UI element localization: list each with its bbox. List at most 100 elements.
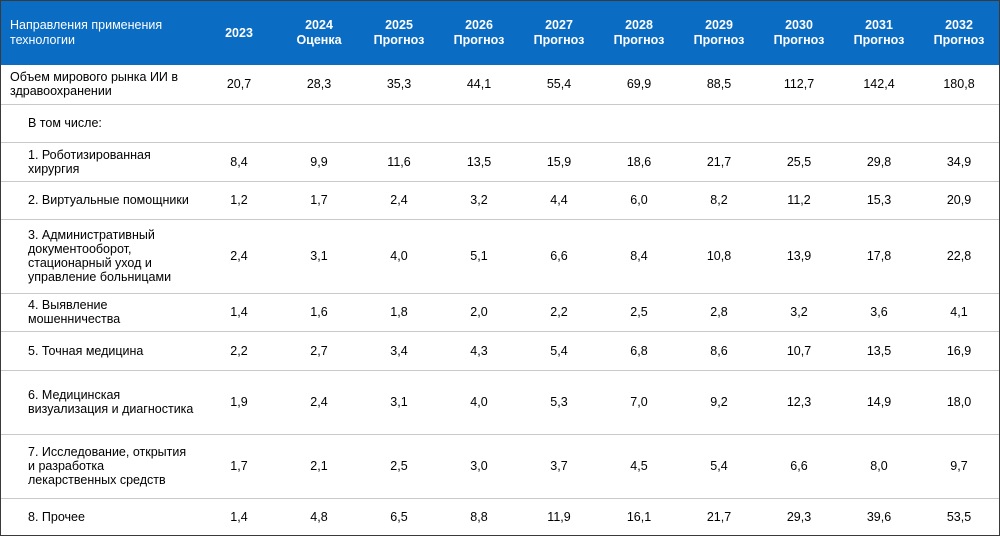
cell-value: 2,1	[279, 434, 359, 499]
cell-value: 4,5	[599, 434, 679, 499]
cell-value: 12,3	[759, 370, 839, 435]
table-row: 1. Роботизированная хирургия 8,4 9,9 11,…	[1, 142, 999, 182]
cell-value: 3,6	[839, 293, 919, 332]
cell-value: 4,4	[519, 181, 599, 220]
cell-value: 1,7	[279, 181, 359, 220]
cell-value: 13,5	[439, 142, 519, 182]
cell-value: 10,8	[679, 219, 759, 294]
cell-value: 6,5	[390, 510, 408, 525]
cell-value: 8,4	[199, 142, 279, 182]
cell-value: 5,4	[679, 434, 759, 499]
cell-value: 6,6	[519, 219, 599, 294]
table-row: 3. Административный документооборот, ста…	[1, 219, 999, 294]
cell-value: 16,9	[919, 331, 999, 371]
row-label: 4. Выявление мошенничества	[1, 293, 199, 332]
cell-value: 13,5	[839, 331, 919, 371]
cell-value	[679, 104, 759, 143]
cell-value: 2,4	[359, 181, 439, 220]
cell-value: 2,4	[279, 370, 359, 435]
cell-value	[919, 104, 999, 143]
header-year-2024: 2024 Оценка	[279, 1, 359, 65]
table-row: 7. Исследование, открытия и разработка л…	[1, 434, 999, 499]
cell-value: 1,2	[199, 181, 279, 220]
header-year-2027: 2027 Прогноз	[519, 1, 599, 65]
cell-value: 4,0	[439, 370, 519, 435]
cell-value	[279, 104, 359, 143]
cell-value: 8,2	[679, 181, 759, 220]
cell-value: 29,3	[786, 510, 812, 525]
row-label: 6. Медицинская визуализация и диагностик…	[1, 370, 199, 435]
cell-value: 6,8	[599, 331, 679, 371]
cell-value: 15,9	[519, 142, 599, 182]
cell-value: 21,7	[679, 142, 759, 182]
header-year-2026: 2026 Прогноз	[439, 1, 519, 65]
cell-value: 2,5	[599, 293, 679, 332]
header-year-2023: 2023	[199, 1, 279, 65]
cell-value: 2,5	[359, 434, 439, 499]
table-row: 6. Медицинская визуализация и диагностик…	[1, 370, 999, 435]
cell-value	[839, 104, 919, 143]
cell-value: 10,7	[759, 331, 839, 371]
cell-value: 3,1	[359, 370, 439, 435]
cell-value: 14,9	[839, 370, 919, 435]
cell-value: 1,6	[279, 293, 359, 332]
cell-value: 3,1	[279, 219, 359, 294]
cell-value	[759, 104, 839, 143]
cell-value: 20,9	[919, 181, 999, 220]
cell-value: 6,6	[759, 434, 839, 499]
cell-value: 16,1	[626, 510, 652, 525]
cell-value: 22,8	[919, 219, 999, 294]
cell-value: 35,3	[359, 65, 439, 105]
cell-value	[359, 104, 439, 143]
cell-value: 34,9	[919, 142, 999, 182]
cell-value	[599, 104, 679, 143]
table-row: 8. Прочее 1,4 4,8 6,5 8,8 11,9 16,1 21,7…	[1, 498, 999, 535]
cell-value: 4,3	[439, 331, 519, 371]
cell-value: 11,9	[547, 510, 571, 525]
cell-value: 8,0	[839, 434, 919, 499]
row-label: 2. Виртуальные помощники	[1, 181, 199, 220]
row-label: 1. Роботизированная хирургия	[1, 142, 199, 182]
cell-value: 3,7	[519, 434, 599, 499]
cell-value: 9,9	[279, 142, 359, 182]
cell-value: 3,2	[759, 293, 839, 332]
cell-value: 15,3	[839, 181, 919, 220]
cell-value: 3,0	[439, 434, 519, 499]
cell-value: 2,8	[679, 293, 759, 332]
cell-value: 8,4	[599, 219, 679, 294]
table-header-row: Направления применения технологии 2023 2…	[1, 1, 999, 65]
cell-value: 17,8	[839, 219, 919, 294]
cell-value: 4,0	[359, 219, 439, 294]
cell-value: 142,4	[839, 65, 919, 105]
header-year-2028: 2028 Прогноз	[599, 1, 679, 65]
table-row: 5. Точная медицина 2,2 2,7 3,4 4,3 5,4 6…	[1, 331, 999, 371]
cell-value: 29,8	[839, 142, 919, 182]
cell-value: 18,0	[919, 370, 999, 435]
cell-value	[439, 104, 519, 143]
cell-value: 28,3	[279, 65, 359, 105]
table-row: 2. Виртуальные помощники 1,2 1,7 2,4 3,2…	[1, 181, 999, 220]
cell-value: 1,8	[359, 293, 439, 332]
cell-value: 18,6	[599, 142, 679, 182]
header-direction: Направления применения технологии	[1, 1, 199, 65]
cell-value: 9,2	[679, 370, 759, 435]
row-label: 5. Точная медицина	[1, 331, 199, 371]
header-year-2032: 2032 Прогноз	[919, 1, 999, 65]
cell-value	[519, 104, 599, 143]
cell-value: 5,1	[439, 219, 519, 294]
cell-value: 55,4	[519, 65, 599, 105]
cell-value: 1,7	[199, 434, 279, 499]
cell-value: 88,5	[679, 65, 759, 105]
cell-value: 9,7	[919, 434, 999, 499]
cell-value: 13,9	[759, 219, 839, 294]
cell-value: 2,4	[199, 219, 279, 294]
cell-value: 4,8	[310, 510, 328, 525]
cell-value: 2,7	[279, 331, 359, 371]
table-row-subheading: В том числе:	[1, 104, 999, 143]
cell-value: 5,3	[519, 370, 599, 435]
cell-value: 2,2	[519, 293, 599, 332]
cell-value: 8,8	[470, 510, 488, 525]
cell-value: 1,4	[199, 293, 279, 332]
cell-value: 25,5	[759, 142, 839, 182]
